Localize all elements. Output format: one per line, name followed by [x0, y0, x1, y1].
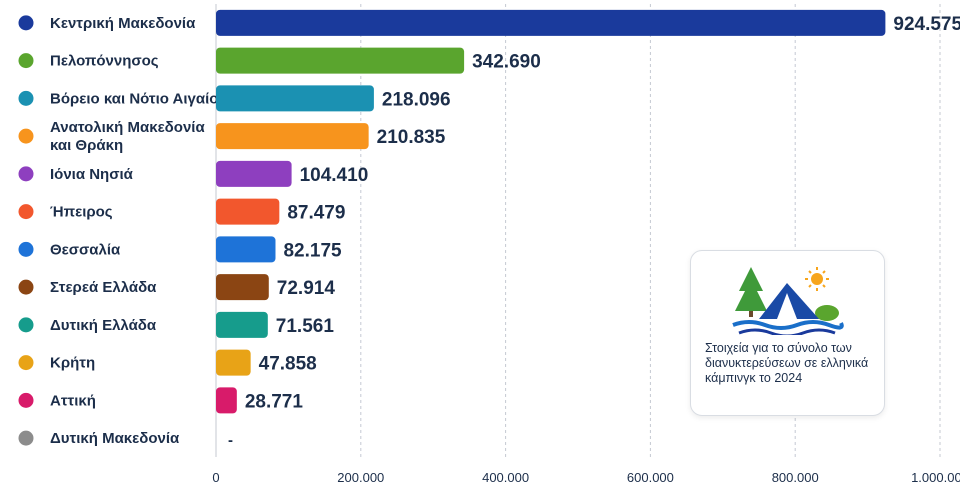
category-marker: [18, 355, 34, 371]
bar: [216, 236, 276, 263]
category-marker: [18, 430, 34, 446]
category-label: Δυτική Ελλάδα: [50, 317, 157, 334]
data-label: 104.410: [300, 165, 369, 186]
data-label: 47.858: [259, 354, 317, 375]
data-label: 71.561: [276, 316, 335, 337]
data-label: 28.771: [245, 391, 304, 412]
bar: [216, 274, 269, 301]
x-tick-label: 0: [212, 470, 219, 485]
bar: [216, 85, 374, 112]
data-label: 72.914: [277, 278, 336, 299]
category-marker: [18, 392, 34, 408]
camping-tent-icon: [729, 263, 849, 340]
x-tick-label: 1.000.000: [911, 470, 960, 485]
bar: [216, 9, 886, 36]
category-marker: [18, 53, 34, 69]
data-label: 218.096: [382, 89, 451, 110]
category-label: Βόρειο και Νότιο Αιγαίο: [50, 90, 218, 107]
bar: [216, 198, 280, 225]
category-label: Θεσσαλία: [50, 241, 121, 258]
data-label: 342.690: [472, 52, 541, 73]
x-tick-label: 200.000: [337, 470, 384, 485]
bar: [216, 387, 237, 414]
category-marker: [18, 317, 34, 333]
x-tick-label: 800.000: [772, 470, 819, 485]
bar: [216, 311, 268, 338]
category-marker: [18, 15, 34, 31]
data-label: 82.175: [283, 240, 342, 261]
category-label: Στερεά Ελλάδα: [50, 279, 157, 296]
data-label: 210.835: [377, 127, 446, 148]
category-label: Ανατολική Μακεδονία και Θράκη: [50, 119, 205, 154]
category-marker: [18, 166, 34, 182]
bar: [216, 349, 251, 376]
category-label: Κρήτη: [50, 355, 95, 372]
category-marker: [18, 241, 34, 257]
category-label: Κεντρική Μακεδονία: [50, 15, 196, 32]
category-label: Αττική: [50, 392, 96, 409]
category-label: Ήπειρος: [50, 204, 113, 221]
info-card-text: Στοιχεία για το σύνολο των διανυκτερεύσε…: [705, 341, 869, 385]
category-label: Ιόνια Νησιά: [50, 166, 134, 183]
bar: [216, 123, 369, 150]
data-label: 87.479: [287, 203, 345, 224]
x-tick-label: 400.000: [482, 470, 529, 485]
data-label: -: [228, 432, 233, 449]
x-tick-label: 600.000: [627, 470, 674, 485]
data-label: 924.575: [893, 14, 960, 35]
category-marker: [18, 128, 34, 144]
bar: [216, 160, 292, 187]
info-card: Στοιχεία για το σύνολο των διανυκτερεύσε…: [690, 250, 885, 416]
category-marker: [18, 204, 34, 220]
category-marker: [18, 279, 34, 295]
category-label: Πελοπόννησος: [50, 53, 159, 70]
category-label: Δυτική Μακεδονία: [50, 430, 180, 447]
category-marker: [18, 90, 34, 106]
bar: [216, 47, 465, 74]
